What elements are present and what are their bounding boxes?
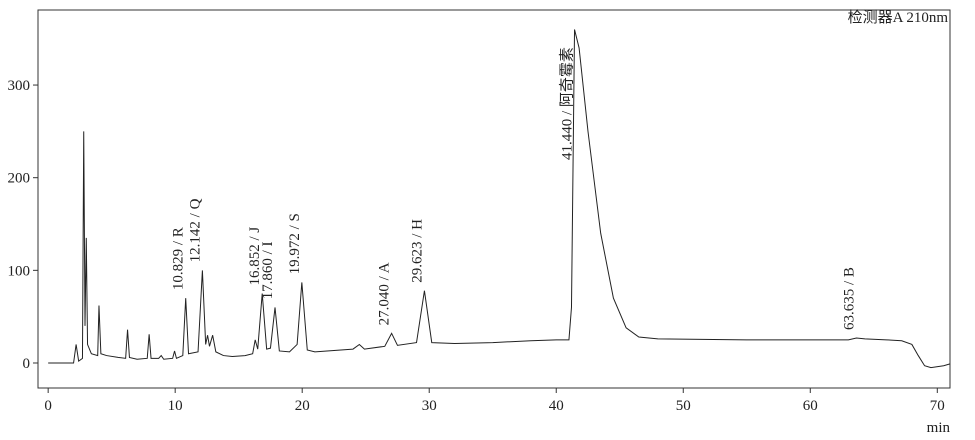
- x-tick-label: 0: [44, 398, 52, 414]
- peak-label: 27.040 / A: [377, 262, 393, 325]
- detector-label: 检测器A 210nm: [848, 9, 949, 26]
- peak-label: 63.635 / B: [841, 267, 857, 330]
- x-tick-label: 60: [803, 398, 818, 414]
- peak-label: 12.142 / Q: [187, 198, 203, 262]
- peak-label: 41.440 / 阿奇霉素: [559, 47, 576, 160]
- x-axis-label: min: [927, 420, 951, 436]
- x-tick-label: 20: [295, 398, 310, 414]
- peak-label: 16.852 / J: [247, 227, 263, 286]
- peak-label: 10.829 / R: [171, 227, 187, 290]
- peak-label: 29.623 / H: [409, 219, 425, 283]
- plot-frame: [37, 9, 951, 389]
- peak-label: 19.972 / S: [287, 213, 303, 274]
- x-tick-label: 10: [168, 398, 183, 414]
- x-tick-label: 50: [676, 398, 691, 414]
- y-tick-label: 100: [8, 263, 31, 279]
- x-tick-label: 40: [549, 398, 564, 414]
- y-tick-label: 200: [8, 171, 31, 187]
- x-tick-label: 70: [930, 398, 945, 414]
- x-tick-label: 30: [422, 398, 437, 414]
- y-tick-label: 300: [8, 78, 31, 94]
- peak-label: 17.860 / I: [260, 241, 276, 299]
- trace: [48, 29, 951, 369]
- y-tick-label: 0: [23, 356, 31, 372]
